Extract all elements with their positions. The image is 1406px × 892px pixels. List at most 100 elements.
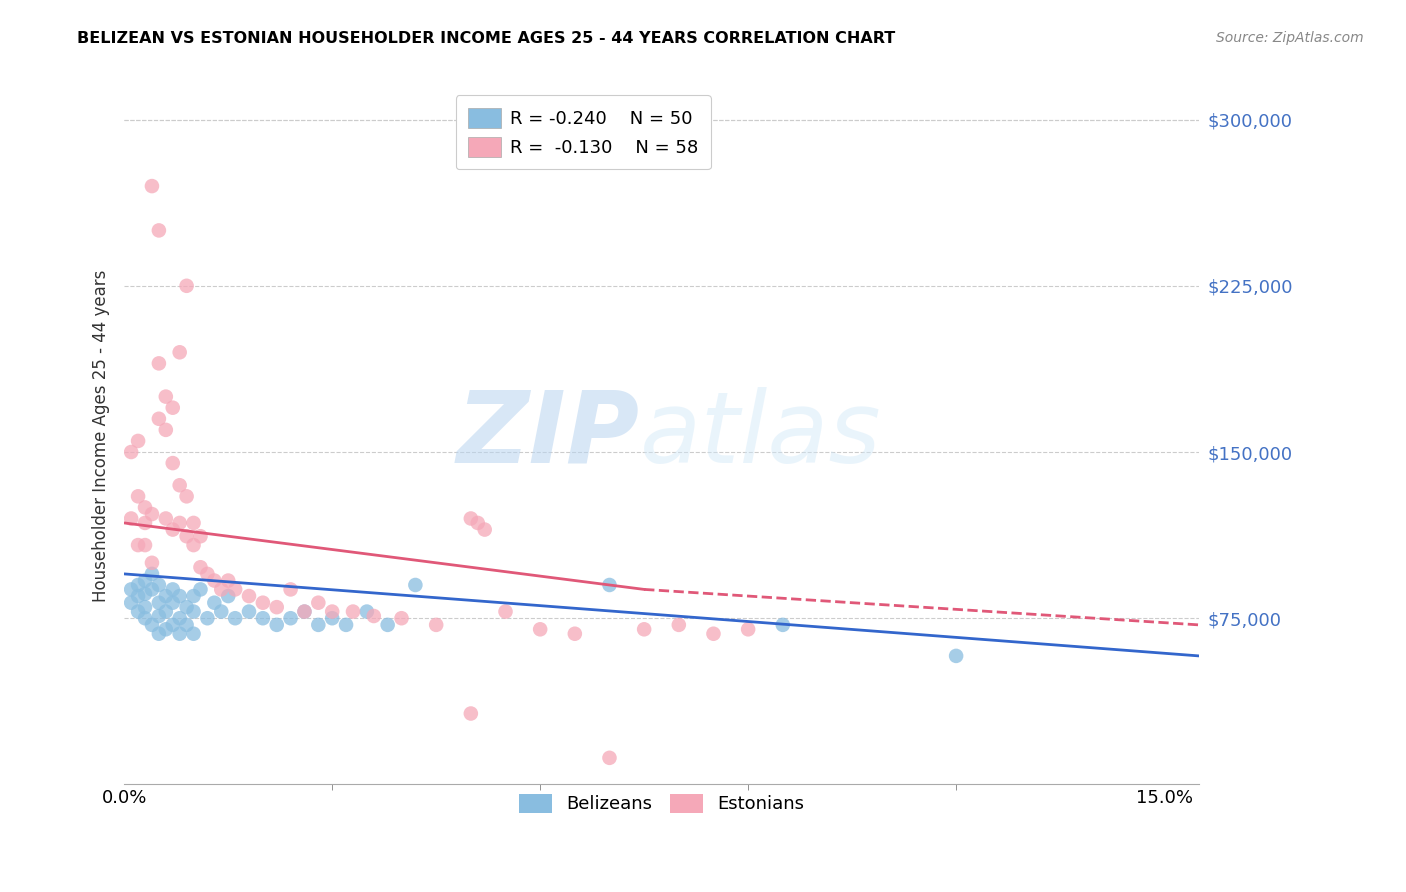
Point — [134, 600, 156, 615]
Point — [169, 478, 191, 492]
Point — [176, 618, 198, 632]
Point — [252, 596, 274, 610]
Point — [280, 582, 302, 597]
Point — [217, 589, 239, 603]
Point — [155, 622, 177, 636]
Point — [252, 611, 274, 625]
Y-axis label: Householder Income Ages 25 - 44 years: Householder Income Ages 25 - 44 years — [93, 269, 110, 601]
Point — [183, 605, 205, 619]
Point — [169, 516, 191, 530]
Point — [176, 489, 198, 503]
Point — [209, 582, 232, 597]
Point — [155, 589, 177, 603]
Point — [294, 605, 316, 619]
Point — [202, 574, 225, 588]
Point — [141, 507, 163, 521]
Point — [217, 574, 239, 588]
Point — [190, 560, 212, 574]
Point — [197, 566, 219, 581]
Point — [148, 411, 170, 425]
Point — [155, 605, 177, 619]
Point — [321, 605, 343, 619]
Point — [307, 596, 329, 610]
Point — [148, 578, 170, 592]
Point — [127, 434, 149, 448]
Point — [633, 622, 655, 636]
Point — [737, 622, 759, 636]
Point — [772, 618, 794, 632]
Point — [148, 596, 170, 610]
Point — [356, 605, 378, 619]
Point — [460, 511, 482, 525]
Point — [134, 587, 156, 601]
Point — [404, 578, 426, 592]
Point — [467, 516, 489, 530]
Point — [120, 445, 142, 459]
Point — [120, 596, 142, 610]
Point — [141, 556, 163, 570]
Point — [176, 278, 198, 293]
Point — [598, 751, 620, 765]
Point — [529, 622, 551, 636]
Point — [162, 456, 184, 470]
Point — [460, 706, 482, 721]
Point — [141, 618, 163, 632]
Point — [377, 618, 399, 632]
Point — [141, 566, 163, 581]
Text: BELIZEAN VS ESTONIAN HOUSEHOLDER INCOME AGES 25 - 44 YEARS CORRELATION CHART: BELIZEAN VS ESTONIAN HOUSEHOLDER INCOME … — [77, 31, 896, 46]
Point — [564, 626, 586, 640]
Text: atlas: atlas — [640, 387, 882, 483]
Point — [425, 618, 447, 632]
Point — [294, 605, 316, 619]
Legend: Belizeans, Estonians: Belizeans, Estonians — [508, 782, 815, 824]
Point — [280, 611, 302, 625]
Point — [238, 605, 260, 619]
Point — [321, 611, 343, 625]
Point — [209, 605, 232, 619]
Point — [945, 648, 967, 663]
Point — [141, 179, 163, 194]
Point — [169, 589, 191, 603]
Point — [183, 626, 205, 640]
Point — [120, 511, 142, 525]
Point — [148, 356, 170, 370]
Point — [169, 345, 191, 359]
Point — [702, 626, 724, 640]
Point — [363, 609, 385, 624]
Point — [162, 582, 184, 597]
Point — [134, 611, 156, 625]
Point — [127, 578, 149, 592]
Point — [162, 618, 184, 632]
Point — [391, 611, 413, 625]
Point — [141, 582, 163, 597]
Point — [134, 574, 156, 588]
Point — [162, 401, 184, 415]
Point — [148, 223, 170, 237]
Point — [342, 605, 364, 619]
Point — [224, 611, 246, 625]
Point — [266, 600, 288, 615]
Point — [238, 589, 260, 603]
Point — [127, 489, 149, 503]
Point — [155, 423, 177, 437]
Point — [134, 500, 156, 515]
Point — [155, 511, 177, 525]
Point — [148, 609, 170, 624]
Point — [495, 605, 517, 619]
Point — [162, 523, 184, 537]
Point — [155, 390, 177, 404]
Point — [134, 516, 156, 530]
Point — [162, 596, 184, 610]
Point — [190, 529, 212, 543]
Point — [474, 523, 496, 537]
Point — [127, 538, 149, 552]
Point — [120, 582, 142, 597]
Point — [169, 611, 191, 625]
Point — [668, 618, 690, 632]
Point — [197, 611, 219, 625]
Point — [307, 618, 329, 632]
Point — [335, 618, 357, 632]
Point — [176, 529, 198, 543]
Point — [190, 582, 212, 597]
Point — [183, 516, 205, 530]
